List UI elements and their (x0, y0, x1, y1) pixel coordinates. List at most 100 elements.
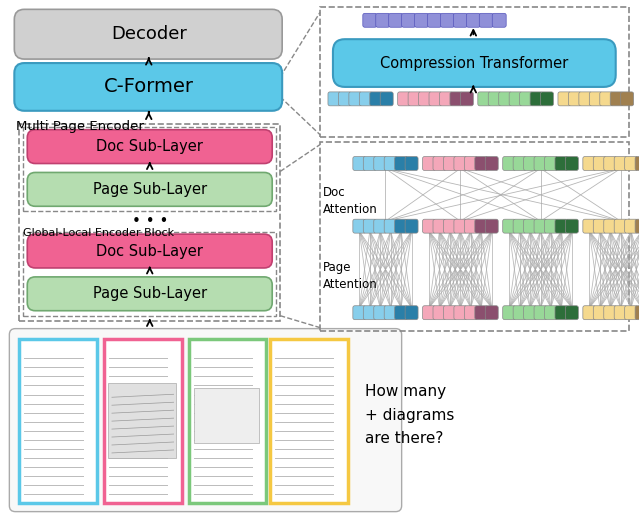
FancyBboxPatch shape (534, 156, 547, 170)
FancyBboxPatch shape (353, 306, 366, 320)
FancyBboxPatch shape (530, 92, 543, 106)
FancyBboxPatch shape (444, 219, 456, 233)
FancyBboxPatch shape (485, 219, 498, 233)
FancyBboxPatch shape (453, 13, 467, 27)
Text: Page Sub-Layer: Page Sub-Layer (93, 286, 207, 301)
FancyBboxPatch shape (376, 13, 390, 27)
FancyBboxPatch shape (635, 306, 640, 320)
FancyBboxPatch shape (565, 219, 579, 233)
FancyBboxPatch shape (428, 13, 442, 27)
FancyBboxPatch shape (604, 306, 617, 320)
FancyBboxPatch shape (374, 219, 387, 233)
FancyBboxPatch shape (433, 219, 446, 233)
FancyBboxPatch shape (450, 92, 463, 106)
Text: Compression Transformer: Compression Transformer (380, 56, 568, 71)
FancyBboxPatch shape (397, 92, 411, 106)
FancyBboxPatch shape (374, 156, 387, 170)
Text: Page
Attention: Page Attention (323, 261, 378, 291)
FancyBboxPatch shape (380, 92, 393, 106)
FancyBboxPatch shape (28, 130, 272, 164)
FancyBboxPatch shape (513, 306, 526, 320)
FancyBboxPatch shape (545, 306, 557, 320)
FancyBboxPatch shape (545, 156, 557, 170)
Bar (23, 232, 276, 316)
FancyBboxPatch shape (524, 156, 536, 170)
FancyBboxPatch shape (364, 156, 376, 170)
FancyBboxPatch shape (374, 306, 387, 320)
Text: • • •: • • • (132, 214, 168, 229)
FancyBboxPatch shape (395, 156, 408, 170)
FancyBboxPatch shape (520, 92, 532, 106)
FancyBboxPatch shape (502, 219, 516, 233)
FancyBboxPatch shape (625, 306, 637, 320)
FancyBboxPatch shape (422, 156, 435, 170)
FancyBboxPatch shape (625, 219, 637, 233)
FancyBboxPatch shape (333, 39, 616, 87)
FancyBboxPatch shape (364, 306, 376, 320)
Bar (189, 338, 266, 503)
FancyBboxPatch shape (433, 306, 446, 320)
Text: Doc Sub-Layer: Doc Sub-Layer (96, 139, 203, 154)
FancyBboxPatch shape (475, 219, 488, 233)
FancyBboxPatch shape (593, 306, 606, 320)
FancyBboxPatch shape (28, 277, 272, 311)
FancyBboxPatch shape (524, 306, 536, 320)
FancyBboxPatch shape (433, 156, 446, 170)
FancyBboxPatch shape (513, 219, 526, 233)
FancyBboxPatch shape (614, 219, 627, 233)
FancyBboxPatch shape (363, 13, 377, 27)
FancyBboxPatch shape (524, 219, 536, 233)
FancyBboxPatch shape (555, 156, 568, 170)
FancyBboxPatch shape (555, 219, 568, 233)
FancyBboxPatch shape (492, 13, 506, 27)
Bar (19, 124, 280, 320)
Bar (23, 127, 276, 211)
FancyBboxPatch shape (635, 156, 640, 170)
FancyBboxPatch shape (405, 219, 418, 233)
FancyBboxPatch shape (440, 13, 454, 27)
FancyBboxPatch shape (384, 219, 397, 233)
FancyBboxPatch shape (534, 306, 547, 320)
FancyBboxPatch shape (429, 92, 442, 106)
FancyBboxPatch shape (593, 219, 606, 233)
FancyBboxPatch shape (579, 92, 592, 106)
FancyBboxPatch shape (370, 92, 383, 106)
Text: Multi Page Encoder: Multi Page Encoder (17, 120, 144, 133)
FancyBboxPatch shape (614, 156, 627, 170)
FancyBboxPatch shape (388, 13, 403, 27)
Bar (19, 338, 97, 503)
FancyBboxPatch shape (583, 219, 596, 233)
FancyBboxPatch shape (502, 306, 516, 320)
FancyBboxPatch shape (415, 13, 429, 27)
FancyBboxPatch shape (475, 306, 488, 320)
FancyBboxPatch shape (465, 219, 477, 233)
Bar (104, 338, 182, 503)
FancyBboxPatch shape (467, 13, 480, 27)
FancyBboxPatch shape (405, 156, 418, 170)
FancyBboxPatch shape (14, 63, 282, 111)
FancyBboxPatch shape (454, 156, 467, 170)
FancyBboxPatch shape (513, 156, 526, 170)
FancyBboxPatch shape (460, 92, 474, 106)
Bar (270, 338, 348, 503)
FancyBboxPatch shape (610, 92, 623, 106)
FancyBboxPatch shape (555, 306, 568, 320)
Text: Doc Sub-Layer: Doc Sub-Layer (96, 244, 203, 259)
Text: How many
+ diagrams
are there?: How many + diagrams are there? (365, 384, 454, 446)
FancyBboxPatch shape (353, 219, 366, 233)
FancyBboxPatch shape (635, 219, 640, 233)
FancyBboxPatch shape (454, 306, 467, 320)
Text: C-Former: C-Former (104, 77, 194, 96)
FancyBboxPatch shape (604, 156, 617, 170)
FancyBboxPatch shape (395, 219, 408, 233)
FancyBboxPatch shape (479, 13, 493, 27)
FancyBboxPatch shape (545, 219, 557, 233)
FancyBboxPatch shape (422, 219, 435, 233)
FancyBboxPatch shape (419, 92, 431, 106)
Bar (320, 7, 628, 137)
Bar (320, 141, 628, 331)
Text: Decoder: Decoder (111, 25, 187, 43)
FancyBboxPatch shape (384, 156, 397, 170)
FancyBboxPatch shape (568, 92, 581, 106)
FancyBboxPatch shape (465, 306, 477, 320)
